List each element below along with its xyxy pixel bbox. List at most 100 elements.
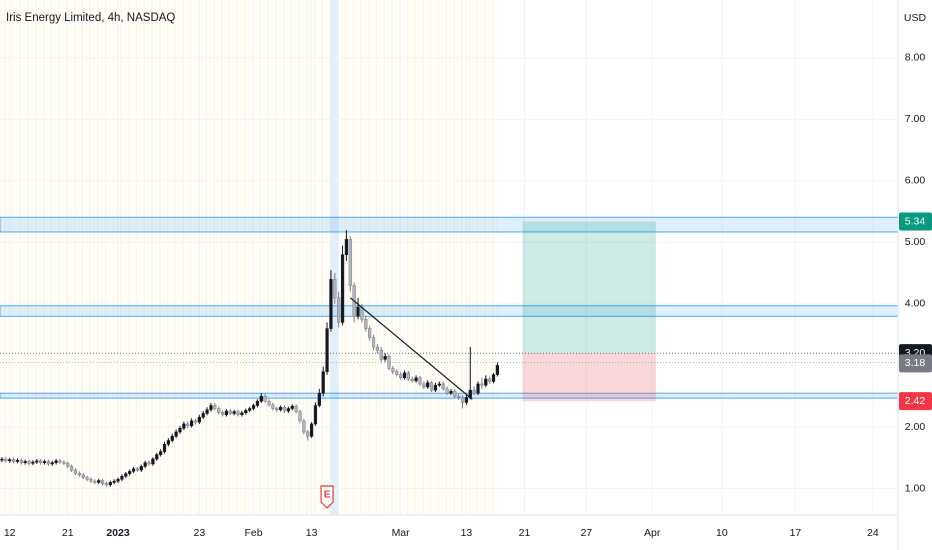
candle-body (445, 388, 449, 394)
session-stripe (108, 0, 111, 515)
price-badge-label: 2.42 (905, 395, 926, 407)
session-stripe (317, 0, 320, 515)
candle-body (19, 459, 23, 463)
candle-body (31, 461, 35, 464)
session-stripe (54, 0, 57, 515)
session-stripe (282, 0, 285, 515)
candle-body (379, 349, 383, 360)
session-stripe (421, 0, 425, 515)
candle-body (174, 431, 178, 437)
session-stripe (274, 0, 277, 515)
candle-body (197, 416, 201, 423)
y-tick-label: 2.00 (905, 421, 926, 433)
candle-body (294, 405, 298, 412)
session-stripe (96, 0, 99, 515)
price-badge-label: 5.34 (905, 215, 926, 227)
session-stripe (220, 0, 223, 515)
session-stripe (15, 0, 18, 515)
candle-body (220, 411, 225, 415)
x-tick-label: 13 (461, 527, 473, 539)
session-stripe (119, 0, 123, 515)
session-stripe (437, 0, 440, 515)
currency-label: USD (904, 12, 927, 24)
session-stripe (50, 0, 53, 515)
session-stripe (479, 0, 483, 515)
session-stripe (212, 0, 216, 515)
candle-body (97, 480, 101, 483)
candle-body (4, 458, 8, 462)
price-badge (899, 392, 932, 411)
candle-body (317, 392, 321, 406)
candle-body (217, 408, 221, 413)
candle-body (89, 479, 93, 482)
session-stripe (174, 0, 177, 515)
candle-body (42, 461, 47, 463)
candle-body (8, 459, 12, 462)
candle-body (162, 443, 167, 452)
session-stripe (69, 0, 72, 515)
candle-body (62, 461, 66, 464)
session-stripe (429, 0, 432, 515)
session-stripe (201, 0, 204, 515)
session-stripe (425, 0, 428, 515)
candle-body (491, 374, 496, 382)
session-stripe (476, 0, 479, 515)
y-tick-label: 8.00 (905, 52, 926, 64)
candle-body (375, 346, 379, 351)
candle-body (73, 469, 78, 474)
candle-body (480, 383, 484, 386)
session-stripe (147, 0, 150, 515)
earnings-marker (320, 485, 334, 509)
session-stripe (483, 0, 486, 515)
candle-body (429, 382, 434, 391)
candle-body (170, 435, 174, 441)
x-tick-label: 24 (867, 527, 879, 539)
candle-body (255, 400, 260, 406)
session-stripe (23, 0, 26, 515)
candle-body (139, 466, 143, 471)
candle-body (46, 461, 50, 465)
profit-area (522, 221, 657, 354)
session-stripe (112, 0, 115, 515)
candle-body (406, 372, 410, 380)
session-stripe (251, 0, 254, 515)
candle-body (182, 423, 186, 429)
y-tick-label: 4.00 (905, 298, 926, 310)
candle-body (108, 482, 112, 486)
x-tick-label: Mar (392, 527, 411, 539)
session-stripe (394, 0, 397, 515)
candle-body (251, 405, 256, 409)
candle-body (81, 474, 85, 478)
session-stripe (170, 0, 173, 515)
candle-body (410, 378, 414, 382)
y-tick-label: 6.00 (905, 175, 926, 187)
session-stripe (456, 0, 459, 515)
candle-body (387, 356, 391, 369)
candle-body (50, 462, 54, 465)
session-stripe (123, 0, 126, 515)
chart-title: Iris Energy Limited, 4h, NASDAQ (6, 12, 175, 24)
session-stripe (371, 0, 374, 515)
session-stripe (305, 0, 308, 515)
session-stripe (418, 0, 421, 515)
candle-body (143, 462, 147, 467)
candle-body (286, 408, 290, 412)
session-stripe (294, 0, 297, 515)
candle-body (298, 411, 302, 422)
candle-body (464, 397, 469, 403)
candle-body (348, 239, 352, 286)
candle-body (100, 480, 105, 484)
candle-body (240, 412, 244, 415)
session-stripe (329, 0, 332, 515)
session-stripe (89, 0, 92, 515)
x-tick-label: 13 (306, 527, 318, 539)
candle-body (70, 466, 74, 471)
session-stripe (65, 0, 68, 515)
session-stripe (406, 0, 409, 515)
zone (0, 216, 899, 233)
session-stripe (38, 0, 41, 515)
session-stripe (452, 0, 455, 515)
session-stripe (313, 0, 316, 515)
session-stripe (135, 0, 138, 515)
